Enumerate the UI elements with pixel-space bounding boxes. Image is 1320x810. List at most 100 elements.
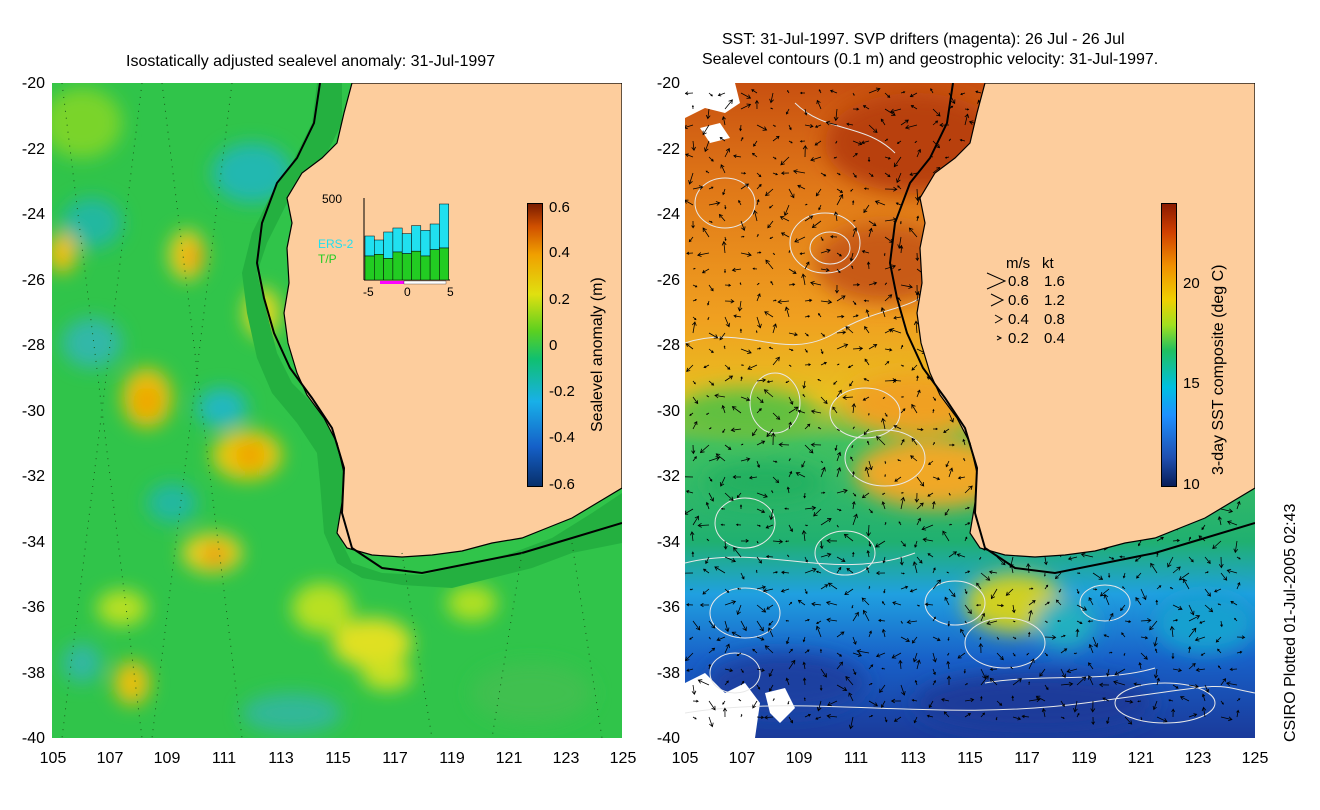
velocity-arrow <box>756 604 767 613</box>
velocity-arrow <box>1027 631 1031 638</box>
velocity-arrow <box>946 675 952 685</box>
velocity-arrow <box>932 396 936 401</box>
velocity-arrow <box>941 698 950 702</box>
velocity-arrow <box>721 240 727 254</box>
velocity-arrow <box>928 460 934 465</box>
velocity-arrow <box>930 88 934 94</box>
velocity-arrow <box>691 551 695 558</box>
velocity-arrow <box>739 282 742 286</box>
velocity-arrow <box>819 648 823 654</box>
velocity-arrow <box>948 523 953 526</box>
velocity-arrow <box>740 252 752 257</box>
velocity-arrow <box>1107 572 1111 578</box>
velocity-arrow <box>707 316 710 321</box>
velocity-arrow <box>948 551 958 558</box>
velocity-arrow <box>756 684 761 690</box>
velocity-arrow <box>932 441 935 446</box>
velocity-key-arrow-0.2 <box>996 335 1003 341</box>
velocity-arrow <box>906 619 918 625</box>
velocity-arrow <box>792 169 806 174</box>
velocity-arrow <box>692 316 697 321</box>
velocity-arrow <box>702 568 710 574</box>
velocity-arrow <box>880 118 886 126</box>
velocity-arrow <box>931 500 936 510</box>
velocity-arrow <box>1220 716 1233 722</box>
velocity-arrow <box>692 185 704 190</box>
velocity-arrow <box>685 652 694 662</box>
velocity-arrow <box>788 659 796 670</box>
velocity-arrow <box>868 508 873 514</box>
velocity-arrow <box>1187 646 1192 654</box>
velocity-arrow <box>820 172 827 177</box>
velocity-arrow <box>816 99 822 110</box>
velocity-arrow <box>996 700 1003 706</box>
velocity-arrow <box>1137 700 1142 703</box>
velocity-arrow <box>861 492 870 499</box>
velocity-arrow <box>692 699 699 703</box>
velocity-arrow <box>697 522 710 528</box>
velocity-arrow <box>948 412 954 423</box>
velocity-arrow <box>884 172 891 178</box>
velocity-arrow <box>910 105 918 110</box>
velocity-arrow <box>1140 636 1149 640</box>
velocity-arrow <box>894 476 902 482</box>
velocity-arrow <box>724 620 730 633</box>
velocity-arrow <box>778 442 790 448</box>
velocity-arrow <box>1236 650 1243 654</box>
velocity-arrow <box>827 582 838 590</box>
velocity-arrow <box>1044 620 1048 623</box>
velocity-arrow <box>708 380 715 386</box>
velocity-arrow <box>957 476 966 480</box>
velocity-arrow <box>1080 552 1094 558</box>
velocity-arrow <box>864 325 870 334</box>
velocity-arrow <box>836 193 844 206</box>
velocity-arrow <box>715 453 726 462</box>
velocity-arrow <box>889 108 902 114</box>
velocity-arrow <box>1213 588 1222 593</box>
velocity-arrow <box>868 220 877 227</box>
velocity-arrow <box>1236 500 1241 510</box>
velocity-arrow <box>868 412 870 416</box>
velocity-arrow <box>975 603 982 607</box>
velocity-arrow <box>714 566 726 574</box>
velocity-arrow <box>1066 668 1078 674</box>
right-lat-tick-minus24: -24 <box>656 206 680 223</box>
velocity-arrow <box>685 508 694 515</box>
velocity-arrow <box>797 599 806 606</box>
velocity-arrow <box>692 396 699 405</box>
velocity-arrow <box>819 540 824 550</box>
velocity-arrow <box>689 588 694 591</box>
velocity-arrow <box>897 459 902 462</box>
inset-bar-tp <box>392 251 403 281</box>
velocity-arrow <box>880 307 886 318</box>
velocity-arrow <box>932 668 936 676</box>
right-colorbar <box>1161 203 1177 487</box>
velocity-arrow <box>844 588 854 596</box>
left-lon-tick-115: 115 <box>325 750 351 767</box>
velocity-arrow <box>856 649 870 654</box>
velocity-arrow <box>1204 571 1209 574</box>
velocity-arrow <box>686 364 694 372</box>
velocity-arrow <box>980 675 989 686</box>
velocity-arrow <box>883 588 886 594</box>
velocity-arrow <box>852 153 858 158</box>
velocity-arrow <box>772 323 777 334</box>
velocity-arrow <box>964 713 972 718</box>
velocity-arrow <box>865 309 870 318</box>
velocity-arrow <box>784 507 790 510</box>
velocity-arrow <box>916 517 921 526</box>
velocity-arrow <box>753 140 758 147</box>
velocity-arrow <box>714 393 726 399</box>
velocity-arrow <box>804 588 808 595</box>
velocity-arrow <box>964 536 968 542</box>
velocity-arrow <box>802 636 806 643</box>
velocity-arrow <box>1099 588 1110 597</box>
velocity-arrow <box>804 556 808 563</box>
velocity-arrow <box>833 211 839 222</box>
velocity-arrow <box>825 600 838 606</box>
velocity-arrow <box>836 652 843 657</box>
velocity-arrow <box>989 667 998 672</box>
velocity-arrow <box>1225 681 1238 687</box>
velocity-arrow <box>804 203 808 206</box>
velocity-arrow <box>1236 698 1241 702</box>
